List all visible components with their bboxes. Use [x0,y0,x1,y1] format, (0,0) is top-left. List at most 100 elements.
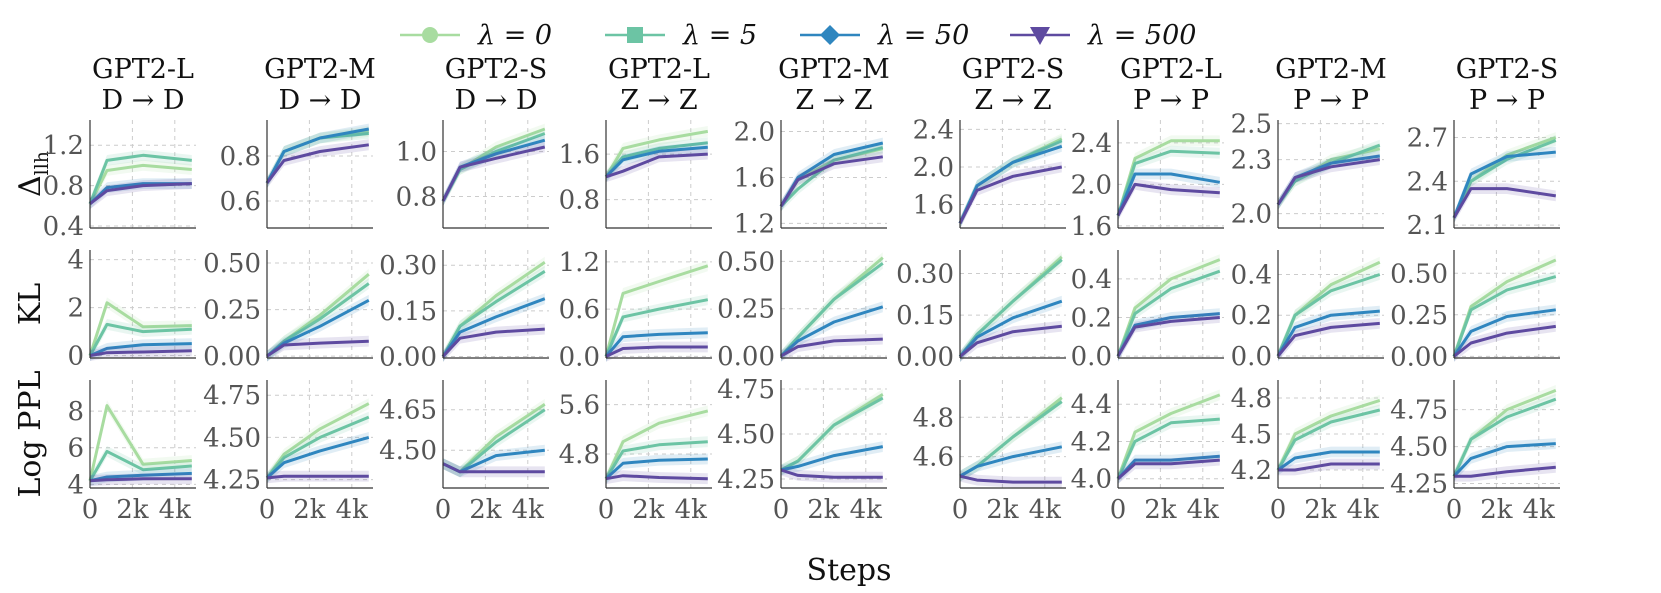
series-band [1454,438,1556,482]
x-tick-label: 2k [986,495,1019,525]
y-tick-label: 1.6 [1071,212,1112,242]
x-tick-label: 4k [1029,495,1062,525]
panel-llh-0: 0.4 0.8 1.2 [43,120,196,242]
legend: λ = 0 λ = 5 λ = 50 λ = 500 [400,20,1196,51]
series-band [267,411,369,484]
y-tick-label: 0.25 [717,295,775,325]
series-line-0 [88,163,192,205]
series-band [90,149,192,210]
y-tick-label: 0.50 [1390,259,1448,289]
series-line-2 [1277,450,1380,472]
series-line-2 [441,297,546,358]
series-band [606,141,708,183]
series-band [606,294,708,362]
series-line-3 [1453,324,1557,358]
panel-kl-4: 0.00 0.25 0.50 [717,247,887,372]
y-tick-label: 0.50 [203,249,261,279]
column-title-model: GPT2-M [778,54,890,85]
legend-item: λ = 5 [605,20,757,51]
panel-kl-3: 0.0 0.6 1.2 [559,248,712,372]
legend-item: λ = 0 [400,20,552,51]
series-band [606,126,708,183]
series-band [1278,318,1380,362]
y-tick-label: 0.8 [220,142,261,172]
x-tick-label: 2k [469,495,502,525]
y-tick-label: 0.50 [717,247,775,277]
legend-item: λ = 500 [1010,20,1196,51]
column-title-task: D → D [278,85,361,116]
series-band [443,323,545,362]
series-line-2 [1452,150,1556,219]
column-title-task: P → P [1133,85,1209,116]
y-tick-label: 4 [67,246,84,276]
column-title-task: D → D [101,85,184,116]
x-tick-label: 2k [1144,495,1177,525]
y-tick-label: 4.50 [717,420,775,450]
series-band [90,297,192,361]
x-tick-label: 2k [1480,495,1513,525]
series-line-3 [1117,458,1220,480]
y-tick-label: 2.1 [1407,211,1448,241]
series-line-0 [88,404,192,482]
series-line-2 [1116,172,1221,217]
x-tick-label: 0 [259,495,276,525]
series-line-3 [780,337,883,358]
x-tick-label: 0 [435,495,452,525]
y-tick-label: 8 [67,397,84,427]
panel-llh-2: 0.8 1.0 [396,120,549,229]
panel-llh-1: 0.6 0.8 [220,120,373,229]
legend-marker-diamond [820,25,840,45]
series-band [1278,446,1380,476]
series-line-2 [604,331,708,358]
x-tick-label: 0 [773,495,790,525]
series-line-2 [780,445,884,472]
series-line-3 [89,477,192,483]
y-tick-label: 4.75 [1390,396,1448,426]
y-tick-label: 0.15 [896,301,954,331]
series-line-1 [604,440,708,480]
column-title-model: GPT2-M [1275,54,1387,85]
panel-kl-6: 0.0 0.2 0.4 [1071,250,1224,372]
panel-ppl-0: 4 6 8 0 2k 4k [67,380,196,525]
series-line-3 [605,474,708,481]
y-tick-label: 4.50 [203,423,261,453]
x-tick-label: 4k [850,495,883,525]
y-tick-label: 2.0 [734,117,775,147]
y-tick-label: 4.8 [1231,384,1272,414]
column-title-task: D → D [454,85,537,116]
y-tick-label: 0.6 [220,187,261,217]
y-tick-label: 2.0 [1231,200,1272,230]
y-tick-label: 4.2 [1071,427,1112,457]
series-line-3 [958,165,1063,224]
y-tick-label: 1.2 [559,248,600,278]
y-tick-label: 4.75 [717,375,775,405]
panel-ppl-2: 4.50 4.65 0 2k 4k [379,380,549,525]
y-tick-label: 2.4 [1407,167,1448,197]
panel-ppl-6: 4.0 4.2 4.4 0 2k 4k [1071,380,1224,525]
series-line-3 [441,327,545,358]
series-band [1118,179,1220,221]
series-line-3 [1116,316,1220,357]
series-line-2 [1452,308,1557,358]
y-tick-label: 0.0 [559,342,600,372]
series-line-3 [1276,158,1381,206]
y-tick-label: 2.4 [913,115,954,145]
series-line-3 [266,474,369,480]
y-tick-label: 2.0 [913,153,954,183]
panels: 0.4 0.8 1.2 0.6 0.8 0.8 1.0 0.8 1.6 1.2 1.6 2.0 1.6 2… [43,110,1560,525]
series-band [90,468,192,487]
y-tick-label: 0.2 [1071,304,1112,334]
x-tick-label: 0 [1110,495,1127,525]
legend-marker-triangle [1030,27,1050,45]
series-band [443,256,545,362]
y-tick-label: 0.00 [896,343,954,373]
y-tick-label: 0.15 [379,297,437,327]
column-title-model: GPT2-S [1456,54,1559,85]
row-labels: Δllh KL Log PPL [13,151,53,498]
y-tick-label: 0.0 [1231,342,1272,372]
y-tick-label: 1.2 [43,131,84,161]
column-title-task: Z → Z [620,85,697,116]
y-tick-label: 0.4 [43,212,84,242]
